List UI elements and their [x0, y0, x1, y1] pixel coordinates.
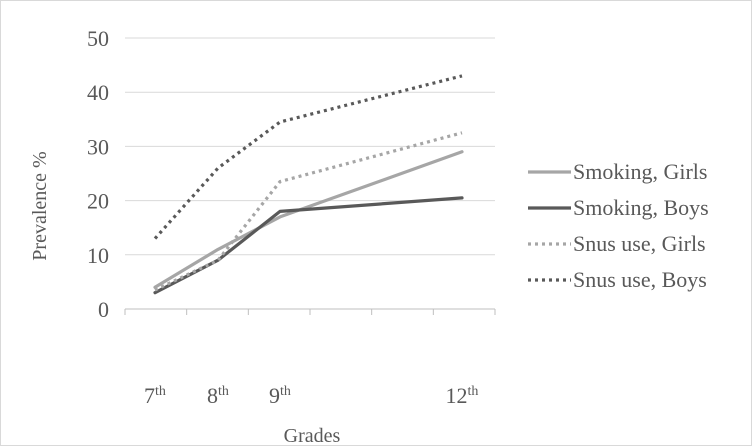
series-line-1: [153, 196, 464, 295]
y-tick-label: 40: [87, 80, 109, 105]
y-tick-label: 50: [87, 26, 109, 51]
y-tick-label: 20: [87, 189, 109, 214]
series-line-2: [154, 131, 463, 292]
legend-label-0: Smoking, Girls: [573, 159, 707, 184]
series-line-0: [153, 150, 464, 289]
y-tick-label: 0: [98, 297, 109, 322]
x-tick-label: 8th: [207, 383, 229, 408]
legend-label-1: Smoking, Boys: [573, 195, 709, 220]
x-tick-label: 9th: [269, 383, 291, 408]
axes: 0 10 20 30 40 50 7th 8th 9th 12th: [87, 26, 496, 408]
x-tick-label: 12th: [446, 383, 479, 408]
legend-label-3: Snus use, Boys: [573, 267, 707, 292]
legend: Smoking, Girls Smoking, Boys Snus use, Gir…: [528, 159, 709, 292]
y-axis-label: Prevalence %: [29, 151, 51, 260]
series-lines: [153, 74, 464, 295]
gridlines: [125, 37, 495, 256]
y-tick-label: 10: [87, 243, 109, 268]
y-tick-label: 30: [87, 134, 109, 159]
legend-label-2: Snus use, Girls: [573, 231, 706, 256]
x-tick-label: 7th: [144, 383, 166, 408]
x-axis-label: Grades: [284, 425, 341, 447]
series-line-3: [153, 74, 463, 240]
